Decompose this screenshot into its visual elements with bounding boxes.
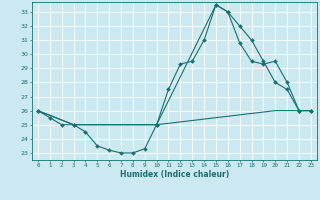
- X-axis label: Humidex (Indice chaleur): Humidex (Indice chaleur): [120, 170, 229, 179]
